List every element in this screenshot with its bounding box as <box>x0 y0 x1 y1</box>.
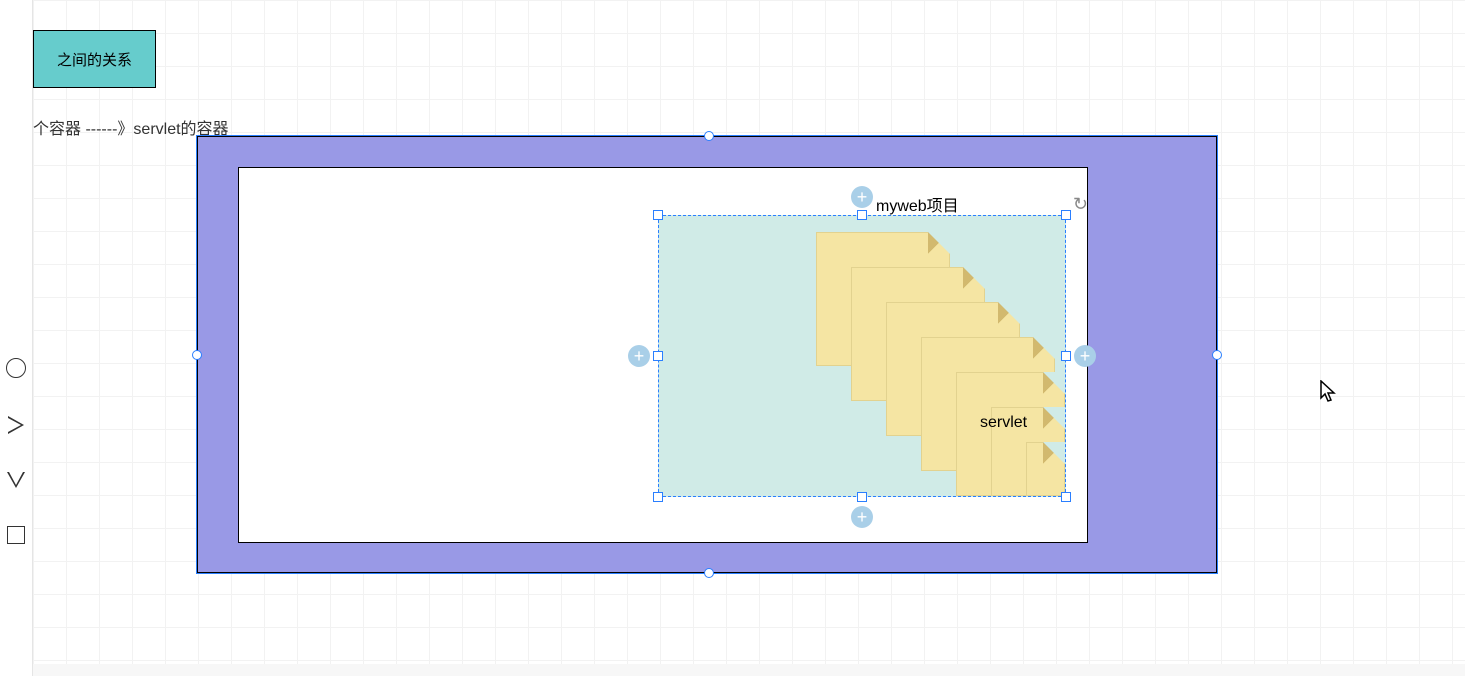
servlet-label: servlet <box>980 414 1027 432</box>
sel-handle-tl[interactable] <box>653 210 663 220</box>
sel-handle-t[interactable] <box>857 210 867 220</box>
myweb-label: myweb项目 <box>876 192 959 216</box>
add-dir-right[interactable]: + <box>1074 345 1096 367</box>
title-box[interactable]: 之间的关系 <box>33 30 156 88</box>
title-box-text: 之间的关系 <box>57 49 132 70</box>
outer-handle-left[interactable] <box>192 350 202 360</box>
outer-handle-right[interactable] <box>1212 350 1222 360</box>
shape-sidebar <box>0 0 33 676</box>
servlet-note[interactable] <box>1026 442 1065 496</box>
sel-handle-r[interactable] <box>1061 351 1071 361</box>
sel-handle-l[interactable] <box>653 351 663 361</box>
add-dir-top[interactable]: + <box>851 186 873 208</box>
outer-handle-bottom[interactable] <box>704 568 714 578</box>
shape-tool-triangle-down[interactable] <box>7 472 25 488</box>
mouse-cursor-icon <box>1320 380 1338 404</box>
shape-tool-triangle-right[interactable] <box>8 416 24 434</box>
shape-tool-circle[interactable] <box>6 358 26 378</box>
scrollbar-horizontal[interactable] <box>33 664 1465 676</box>
sel-handle-br[interactable] <box>1061 492 1071 502</box>
sel-handle-bl[interactable] <box>653 492 663 502</box>
rotate-handle[interactable]: ↺ <box>1068 194 1088 214</box>
add-dir-left[interactable]: + <box>628 345 650 367</box>
shape-tool-square[interactable] <box>7 526 25 544</box>
add-dir-bottom[interactable]: + <box>851 506 873 528</box>
outer-handle-top[interactable] <box>704 131 714 141</box>
sel-handle-b[interactable] <box>857 492 867 502</box>
